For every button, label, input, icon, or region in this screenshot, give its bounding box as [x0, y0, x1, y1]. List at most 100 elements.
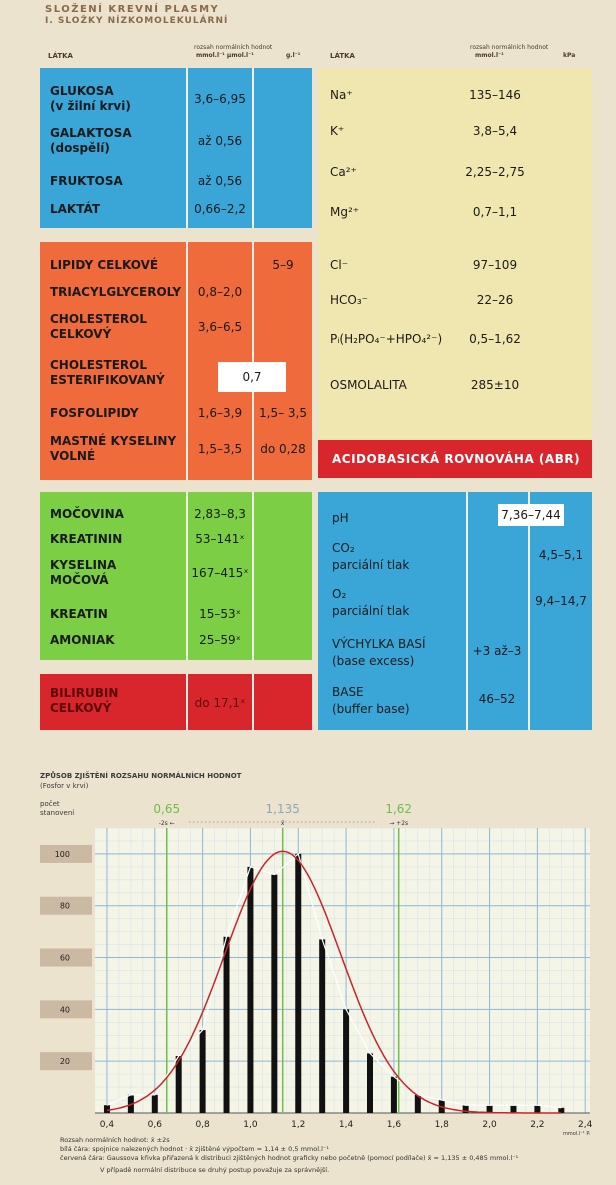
bilirubin-panel — [40, 674, 312, 730]
ion-value: 2,25–2,75 — [465, 165, 525, 179]
y-tick-tab — [40, 1052, 92, 1071]
ion-name: HCO₃⁻ — [330, 293, 368, 307]
abr-kpa: 9,4–14,7 — [535, 594, 587, 608]
ph-value-box: 7,36–7,44 — [498, 504, 564, 526]
footer-line4: V případě normální distribuce se druhý p… — [100, 1166, 330, 1174]
gauss-curve — [106, 850, 562, 1114]
col-units-left2: g.l⁻¹ — [286, 52, 301, 59]
col-units-right1: mmol.l⁻¹ — [475, 52, 504, 59]
abr-param: BASE (buffer base) — [332, 685, 410, 716]
y-tick-label: 40 — [60, 1005, 70, 1014]
histogram-bar — [367, 1053, 373, 1113]
histogram-bar — [247, 866, 254, 1113]
g-value: 1,5– 3,5 — [259, 406, 307, 420]
footer-line3: červená čára: Gaussova křivka přiřazená … — [60, 1154, 519, 1162]
mmol-value: 3,6–6,5 — [197, 320, 243, 334]
chart-title: ZPŮSOB ZJIŠTĚNÍ ROZSAHU NORMÁLNÍCH HODNO… — [40, 772, 242, 780]
ion-name: Cl⁻ — [330, 258, 349, 272]
ions-panel — [318, 68, 592, 440]
chart-subtitle: (Fosfor v krvi) — [40, 782, 89, 790]
ion-name: K⁺ — [330, 124, 345, 138]
y-tick-label: 100 — [55, 850, 70, 859]
histogram-bar — [295, 853, 302, 1113]
mmol-value: 167–415ˣ — [191, 566, 249, 580]
histogram-bar — [199, 1030, 206, 1113]
y-tick-tab — [40, 948, 92, 967]
mmol-value: až 0,56 — [197, 134, 243, 148]
abr-kpa: 4,5–5,1 — [538, 548, 584, 562]
y-tick-label: 20 — [60, 1057, 70, 1066]
g-value: 5–9 — [272, 258, 294, 272]
mmol-value: 0,66–2,2 — [194, 202, 246, 216]
x-tick-label: 1,8 — [435, 1120, 450, 1130]
sigma-marker-label: 1,135 — [266, 802, 300, 816]
ion-value: 135–146 — [469, 88, 521, 102]
histogram-bar — [462, 1105, 469, 1113]
y-tick-tab — [40, 896, 92, 915]
ion-value: 97–109 — [472, 258, 518, 272]
x-tick-label: 0,4 — [100, 1120, 115, 1130]
footer-line2: bílá čára: spojnice nalezených hodnot · … — [60, 1145, 329, 1153]
substance-name: FRUKTOSA — [50, 174, 123, 188]
mmol-value: 15–53ˣ — [199, 607, 241, 621]
sigma-marker-sub: → +2s — [389, 820, 408, 827]
mmol-value: 53–141ˣ — [195, 532, 245, 546]
mmol-value: 3,6–6,95 — [194, 92, 246, 106]
x-tick-label: 1,6 — [387, 1120, 402, 1130]
mmol-value: 1,5–3,5 — [197, 442, 243, 456]
ion-value: 22–26 — [476, 293, 514, 307]
ion-value: 3,8–5,4 — [472, 124, 518, 138]
substance-name: AMONIAK — [50, 633, 115, 647]
nitrogen-panel — [40, 492, 312, 660]
histogram-bar — [343, 1009, 350, 1113]
histogram-bar — [151, 1094, 158, 1113]
substance-name: LAKTÁT — [50, 202, 101, 216]
col-range-right: rozsah normálních hodnot — [470, 44, 549, 51]
histogram-bar — [223, 936, 230, 1113]
ion-value: 285±10 — [470, 378, 520, 392]
ion-name: Pᵢ(H₂PO₄⁻+HPO₄²⁻) — [330, 332, 443, 346]
histogram-bar — [534, 1105, 541, 1113]
lipids-panel — [40, 242, 312, 480]
histogram-bar — [486, 1105, 493, 1113]
ion-name: Mg²⁺ — [330, 205, 360, 219]
x-tick-label: 0,8 — [195, 1120, 210, 1130]
substance-name: KREATIN — [50, 607, 108, 621]
page-title: Složení krevní plasmy — [45, 4, 220, 15]
histogram-bar — [175, 1056, 182, 1113]
ion-name: OSMOLALITA — [330, 378, 407, 392]
col-units-right2: kPa — [563, 52, 576, 59]
abr-title-bar: ACIDOBASICKÁ ROVNOVÁHA (ABR) — [318, 440, 592, 478]
sigma-marker-sub: -2s ← — [159, 820, 175, 827]
histogram-bar — [510, 1105, 517, 1113]
substance-name: TRIACYLGLYCEROLY — [50, 285, 182, 299]
abr-panel — [318, 492, 592, 730]
mmol-value: 2,83–8,3 — [194, 507, 246, 521]
mmol-value: do 17,1ˣ — [194, 696, 246, 710]
x-tick-label: 1,2 — [291, 1120, 305, 1130]
x-tick-label: 1,4 — [339, 1120, 354, 1130]
y-tick-label: 60 — [60, 954, 70, 963]
mmol-value: 1,6–3,9 — [197, 406, 243, 420]
abr-param: O₂ parciální tlak — [332, 587, 410, 618]
histogram-bar — [271, 874, 278, 1113]
substance-name: BILIRUBIN CELKOVÝ — [50, 686, 119, 715]
mmol-value: až 0,56 — [197, 174, 243, 188]
histogram-bar — [319, 939, 326, 1113]
sigma-marker-label: 0,65 — [153, 802, 180, 816]
sigma-marker-sub: x̄ — [281, 820, 285, 827]
x-tick-label: 0,6 — [148, 1120, 163, 1130]
sugars-panel — [40, 68, 312, 228]
substance-name: CHOLESTEROL CELKOVÝ — [50, 312, 148, 341]
x-tick-label: 2,0 — [482, 1120, 497, 1130]
y-tick-tab — [40, 1000, 92, 1019]
footer-line1: Rozsah normálních hodnot: x̄ ±2s — [60, 1136, 170, 1144]
abr-param: VÝCHYLKA BASÍ (base excess) — [332, 637, 426, 668]
chart-ylabel: počet stanovení — [40, 800, 75, 817]
substance-name: FOSFOLIPIDY — [50, 406, 139, 420]
g-value: do 0,28 — [260, 442, 306, 456]
phosphorus-distribution-chart: 0,4 0,6 0,8 1,0 1,2 1,4 1,6 1,8 2,0 2,2 2,4 20 40 60 8… — [40, 802, 593, 1137]
ester-value-box: 0,7 — [218, 362, 286, 392]
ion-value: 0,7–1,1 — [472, 205, 518, 219]
abr-mmol: 46–52 — [478, 692, 516, 706]
